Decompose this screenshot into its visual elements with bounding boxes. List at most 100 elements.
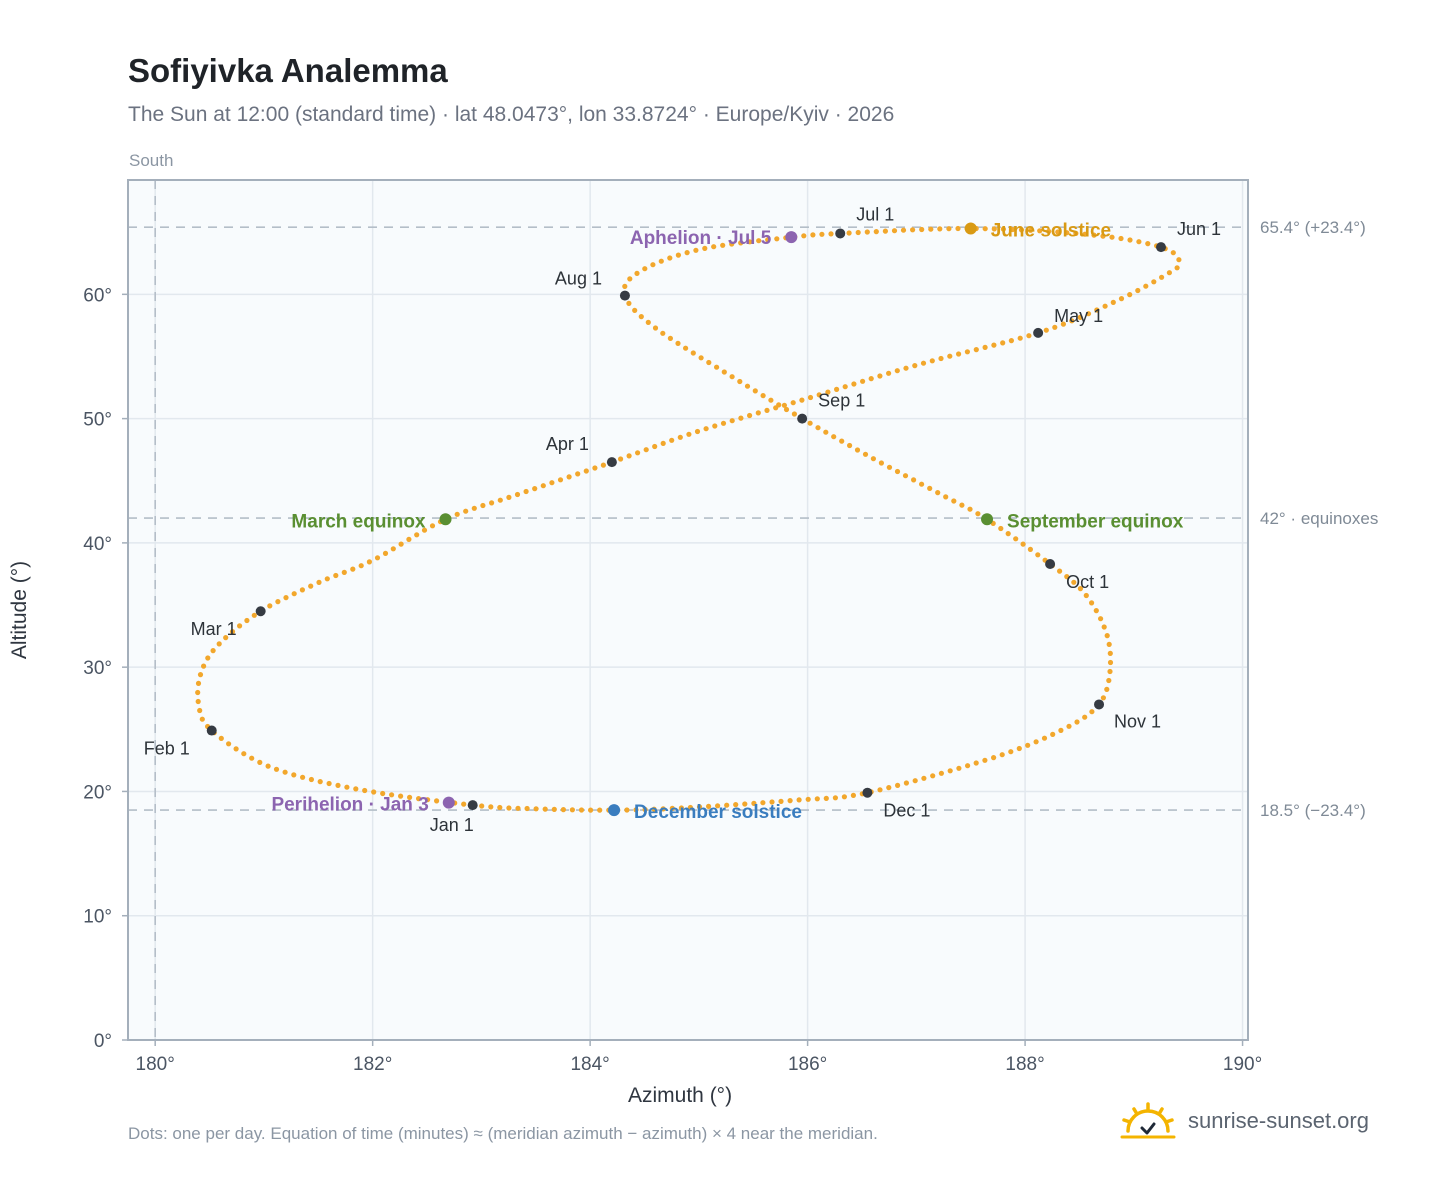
daily-sun-dot <box>566 474 572 480</box>
daily-sun-dot <box>497 804 503 811</box>
daily-sun-dot <box>825 389 831 395</box>
daily-sun-dot <box>407 794 413 801</box>
x-axis-title: Azimuth (°) <box>628 1084 733 1107</box>
daily-sun-dot <box>1170 250 1176 256</box>
daily-sun-dot <box>406 536 412 543</box>
daily-sun-dot <box>791 411 798 417</box>
daily-sun-dot <box>267 603 273 609</box>
daily-sun-dot <box>333 572 339 579</box>
brand-name[interactable]: sunrise-sunset.org <box>1188 1108 1369 1133</box>
daily-sun-dot <box>1069 318 1075 324</box>
daily-sun-dot <box>965 763 971 769</box>
daily-sun-dot <box>1110 299 1116 305</box>
daily-sun-dot <box>764 407 770 413</box>
daily-sun-dot <box>524 805 530 812</box>
daily-sun-dot <box>677 434 683 440</box>
daily-sun-dot <box>742 801 748 807</box>
brand[interactable]: sunrise-sunset.org <box>1120 1101 1369 1141</box>
plot-frame <box>127 179 1249 1041</box>
daily-sun-dot <box>1064 574 1070 580</box>
month-marker <box>1045 559 1056 570</box>
daily-sun-dot <box>1093 608 1099 614</box>
daily-sun-dot <box>1025 742 1031 748</box>
daily-sun-dot <box>652 443 658 450</box>
daily-sun-dot <box>651 806 657 812</box>
daily-sun-dot <box>783 406 790 413</box>
daily-sun-dot <box>1000 226 1007 232</box>
daily-sun-dot <box>627 276 633 282</box>
daily-sun-dot <box>1018 227 1025 233</box>
daily-sun-dot <box>398 793 404 799</box>
y-tick-label: 30° <box>83 658 112 679</box>
daily-sun-dot <box>1166 270 1172 276</box>
daily-sun-dot <box>618 456 624 462</box>
daily-sun-dot <box>694 428 701 435</box>
daily-sun-dot <box>669 437 675 443</box>
daily-sun-dot <box>632 307 638 313</box>
daily-sun-dot <box>854 447 861 453</box>
daily-sun-dot <box>626 300 632 306</box>
daily-sun-dot <box>197 672 204 678</box>
daily-sun-dot <box>737 378 743 385</box>
month-marker-label: Jun 1 <box>1177 219 1221 239</box>
daily-sun-dot <box>199 716 205 722</box>
daily-sun-dot <box>291 772 297 778</box>
daily-sun-dot <box>747 412 753 419</box>
daily-sun-dot <box>919 226 925 233</box>
daily-sun-dot <box>698 355 704 361</box>
daily-sun-dot <box>515 805 521 811</box>
daily-sun-dot <box>1052 324 1058 330</box>
daily-sun-dot <box>389 792 395 798</box>
daily-sun-dot <box>1041 735 1048 741</box>
daily-sun-dot <box>693 247 699 253</box>
daily-sun-dot <box>660 440 666 446</box>
daily-sun-dot <box>1127 292 1133 298</box>
daily-sun-dot <box>847 442 853 449</box>
daily-sun-dot <box>480 502 486 509</box>
daily-sun-dot <box>542 806 548 812</box>
daily-sun-dot <box>755 410 761 416</box>
month-marker <box>467 800 478 811</box>
daily-sun-dot <box>1109 234 1115 240</box>
month-marker-label: Sep 1 <box>818 391 865 411</box>
daily-sun-dot <box>706 803 712 810</box>
daily-sun-dot <box>488 804 494 810</box>
daily-sun-dot <box>523 488 529 495</box>
daily-sun-dot <box>776 402 782 408</box>
daily-sun-dot <box>720 420 727 426</box>
daily-sun-dot <box>1000 340 1006 346</box>
daily-sun-dot <box>690 350 696 356</box>
daily-sun-dot <box>1058 727 1064 734</box>
daily-sun-dot <box>903 365 909 371</box>
daily-sun-dot <box>810 232 816 238</box>
month-marker-label: Apr 1 <box>546 434 589 454</box>
daily-sun-dot <box>634 270 640 276</box>
daily-sun-dot <box>241 751 247 757</box>
daily-sun-dot <box>642 806 648 813</box>
daily-sun-dot <box>870 456 877 462</box>
daily-sun-dot <box>398 541 404 547</box>
month-marker <box>862 787 873 798</box>
daily-sun-dot <box>1008 749 1014 755</box>
daily-sun-dot <box>1094 307 1100 313</box>
daily-sun-dot <box>1077 314 1083 320</box>
daily-sun-dot <box>912 778 918 784</box>
month-marker <box>1094 699 1105 710</box>
daily-sun-dot <box>711 244 717 250</box>
event-marker <box>442 796 455 809</box>
daily-sun-dot <box>703 426 709 432</box>
daily-sun-dot <box>316 579 322 586</box>
daily-sun-dot <box>362 787 368 794</box>
daily-sun-dot <box>756 238 762 244</box>
daily-sun-dot <box>416 796 422 802</box>
month-marker-label: May 1 <box>1054 306 1103 326</box>
daily-sun-dot <box>1102 303 1108 309</box>
daily-sun-dot <box>308 776 314 783</box>
daily-sun-dot <box>1159 274 1165 280</box>
daily-sun-dot <box>226 741 232 747</box>
daily-sun-dot <box>205 655 211 661</box>
daily-sun-dot <box>635 450 641 456</box>
daily-sun-dot <box>237 623 243 629</box>
daily-sun-dot <box>216 641 222 647</box>
daily-sun-dot <box>514 491 521 498</box>
